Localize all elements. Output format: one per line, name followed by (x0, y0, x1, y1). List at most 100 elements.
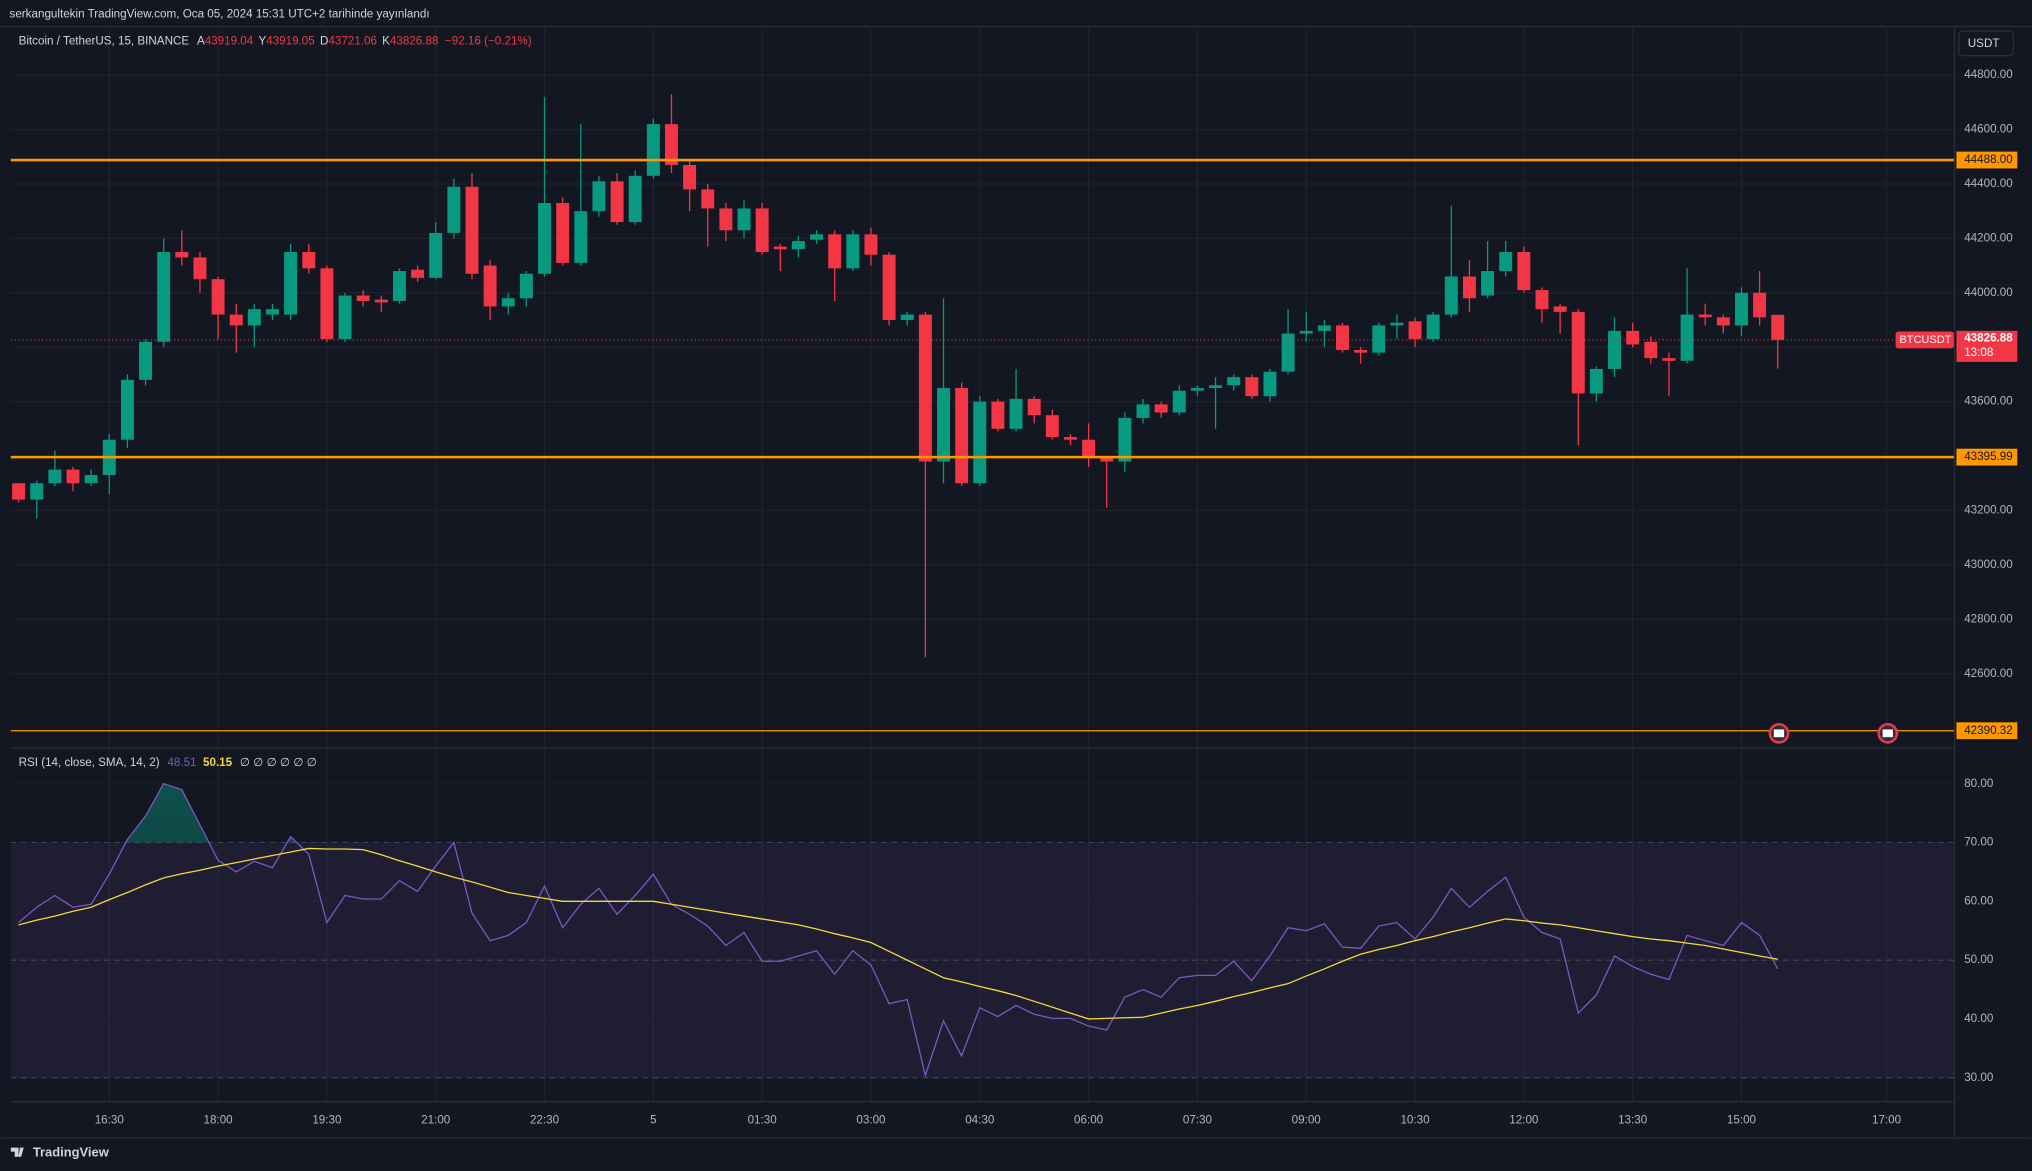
currency[interactable]: USDT (1968, 37, 2000, 50)
level-label: 42390.32 (1964, 724, 2013, 737)
candle-body (266, 309, 279, 315)
candle-body (991, 401, 1005, 429)
y-tick-label: 44600.00 (1964, 123, 2013, 136)
rsi-ma-value: 50.15 (203, 756, 233, 769)
symbol-box (1895, 331, 1954, 349)
y-tick-label: 43600.00 (1964, 395, 2013, 408)
candle-body (1354, 349, 1368, 353)
y-tick-label: 42800.00 (1964, 612, 2013, 625)
last-price-label: 43826.88 (1964, 332, 2013, 345)
x-tick-label: 06:00 (1074, 1114, 1104, 1127)
last-price-box (1956, 330, 2018, 362)
x-tick-label: 16:30 (95, 1114, 125, 1127)
candle-body (574, 211, 588, 263)
candle-body (429, 232, 443, 278)
candle-body (48, 469, 62, 484)
y-tick-label: 80.00 (1964, 777, 1994, 790)
candle-body (1009, 398, 1023, 429)
candle-body (1118, 417, 1132, 462)
y-tick-label: 30.00 (1964, 1071, 1994, 1084)
event-flag-icon (1773, 729, 1785, 738)
y-tick-label: 43200.00 (1964, 504, 2013, 517)
y-tick-label: 70.00 (1964, 836, 1994, 849)
x-tick-label: 18:00 (204, 1114, 234, 1127)
candle-body (1535, 290, 1549, 310)
candle-body (411, 269, 425, 278)
candle-body (1372, 325, 1386, 353)
candle-body (175, 251, 189, 258)
candle-body (1698, 314, 1712, 318)
candle-body (338, 295, 352, 340)
candle-body (538, 203, 552, 274)
x-tick-label: 07:30 (1183, 1114, 1213, 1127)
x-tick-label: 22:30 (530, 1114, 560, 1127)
candle-body (918, 314, 932, 462)
candle-body (755, 208, 769, 252)
rsi-title: RSI (14, close, SMA, 14, 2) (19, 756, 160, 769)
candle-body (157, 251, 171, 342)
x-tick-label: 17:00 (1872, 1114, 1902, 1127)
logo (10, 1147, 24, 1157)
candle-body (628, 175, 642, 223)
candle-body (320, 268, 334, 340)
candle-body (900, 314, 914, 321)
brand: TradingView (33, 1144, 110, 1159)
watermark: serkangultekin TradingView.com, Oca 05, … (10, 7, 430, 20)
candle-body (30, 483, 44, 500)
top-bar (0, 0, 2032, 26)
candle-body (665, 124, 678, 165)
y-tick-label: 44200.00 (1964, 231, 2013, 244)
close-label: K (382, 35, 390, 48)
candle-body (211, 279, 225, 315)
candle-body (1571, 311, 1585, 394)
candle-body (84, 475, 98, 484)
y-tick-label: 44400.00 (1964, 177, 2013, 190)
candle-body (1589, 368, 1603, 394)
candle-body (719, 208, 733, 231)
x-tick-label: 01:30 (748, 1114, 778, 1127)
candle-body (737, 208, 751, 231)
candle-body (882, 254, 896, 321)
rsi-value: 48.51 (167, 756, 196, 769)
rsi-extra: ∅ ∅ ∅ ∅ ∅ ∅ (240, 756, 317, 769)
candle-body (1662, 358, 1676, 361)
level-label-box (1956, 448, 2018, 466)
candle-body (1317, 325, 1331, 331)
candle-body (229, 314, 243, 326)
candle-body (791, 241, 805, 250)
candle-body (519, 273, 533, 299)
candle-body (973, 401, 987, 484)
x-tick-label: 09:00 (1292, 1114, 1322, 1127)
candle-body (1608, 330, 1621, 369)
x-tick-label: 15:00 (1727, 1114, 1757, 1127)
candle-body (302, 251, 316, 269)
candle-body (864, 234, 878, 255)
level-label: 43395.99 (1964, 450, 2013, 463)
candle-body (556, 203, 570, 263)
candle-body (810, 234, 824, 240)
candle-body (1154, 404, 1168, 413)
x-tick-label: 04:30 (965, 1114, 995, 1127)
currency-button[interactable] (1958, 30, 2015, 57)
y-tick-label: 44000.00 (1964, 286, 2013, 299)
candle-body (1263, 371, 1277, 397)
candle-body (773, 246, 787, 250)
candle-body (1734, 292, 1748, 326)
x-tick-label: 12:00 (1509, 1114, 1539, 1127)
candle-body (646, 124, 660, 176)
candle-body (1082, 439, 1096, 457)
candle-body (1281, 333, 1295, 372)
high-label: Y (258, 35, 266, 48)
candle-body (465, 186, 479, 274)
candle-body (1227, 377, 1241, 386)
x-tick-label: 10:30 (1400, 1114, 1430, 1127)
level-label-box (1956, 151, 2018, 169)
event-flag-icon (1882, 729, 1893, 738)
rsi-legend: RSI (14, close, SMA, 14, 2) 48.51 50.15 ∅ ∅… (19, 756, 317, 769)
candle-body (447, 186, 461, 233)
candle-body (284, 251, 298, 315)
candle-body (846, 234, 860, 269)
rsi-line (18, 847, 1778, 1020)
